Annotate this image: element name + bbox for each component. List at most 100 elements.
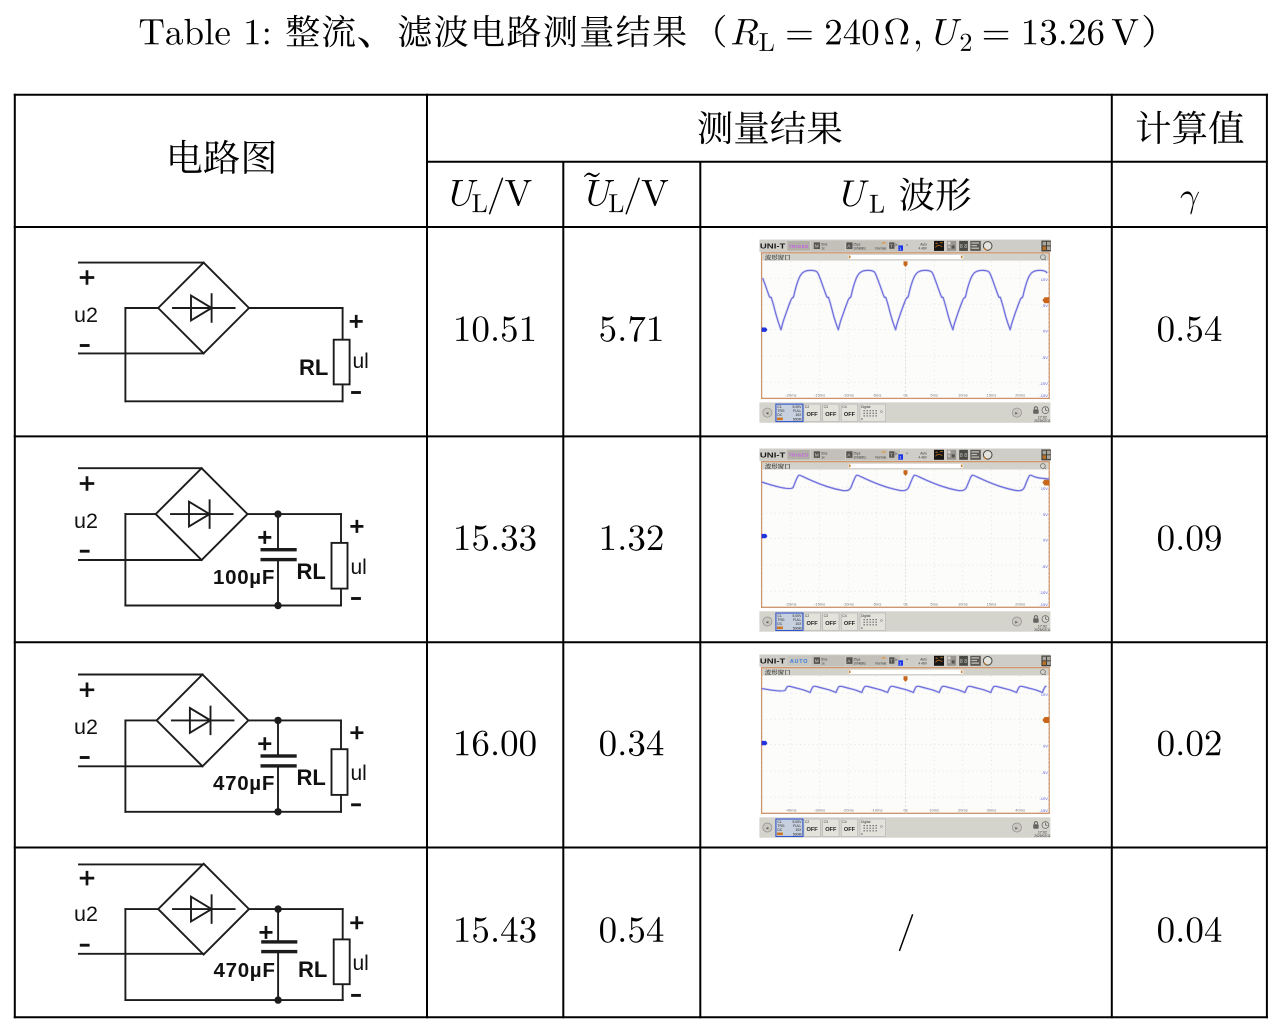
svg-text:DC: DC <box>777 828 782 832</box>
svg-text:DC: DC <box>777 413 782 417</box>
svg-text:4.48V: 4.48V <box>918 662 927 666</box>
svg-text:-40ms: -40ms <box>785 807 796 812</box>
svg-text:0V: 0V <box>1043 744 1048 749</box>
svg-text:OFF: OFF <box>825 827 837 833</box>
svg-text:-10V: -10V <box>1039 590 1048 595</box>
svg-text:1: 1 <box>899 247 901 251</box>
svg-text:1: 1 <box>899 662 901 666</box>
svg-text:100kBits: 100kBits <box>853 456 866 460</box>
svg-text:RL: RL <box>299 355 328 380</box>
svg-text:470µF: 470µF <box>214 959 276 982</box>
svg-text:TRIGED: TRIGED <box>789 244 809 249</box>
svg-text:5ms: 5ms <box>821 451 828 455</box>
svg-text:-20ms: -20ms <box>785 601 796 606</box>
svg-text:A: A <box>847 659 850 664</box>
svg-text:UNI-T: UNI-T <box>760 450 786 459</box>
svg-text:FULL: FULL <box>793 409 801 413</box>
svg-text:▸: ▸ <box>1015 826 1018 832</box>
svg-text:17:02: 17:02 <box>1038 624 1047 628</box>
svg-text:OFF: OFF <box>807 412 819 418</box>
svg-text:Digital: Digital <box>861 405 871 409</box>
svg-text:u2: u2 <box>74 509 98 533</box>
svg-text:TRG: TRG <box>777 409 785 413</box>
svg-text:u2: u2 <box>74 303 98 327</box>
svg-text:-5ms: -5ms <box>872 392 881 397</box>
svg-text:88: 88 <box>960 244 967 250</box>
svg-text:OFF: OFF <box>825 412 837 418</box>
svg-text:5V: 5V <box>1043 303 1048 308</box>
svg-text:▸: ▸ <box>1015 620 1018 626</box>
svg-text:30ms: 30ms <box>987 807 997 812</box>
svg-text:-10V: -10V <box>1039 796 1048 801</box>
svg-text:-10ms: -10ms <box>843 601 854 606</box>
svg-text:25μs: 25μs <box>853 451 861 455</box>
svg-text:Normal: Normal <box>875 455 886 459</box>
svg-text:5ms: 5ms <box>821 242 828 246</box>
svg-text:-20ms: -20ms <box>785 392 796 397</box>
svg-text:ul: ul <box>353 350 369 373</box>
svg-text:20ms: 20ms <box>1015 392 1025 397</box>
svg-text:A: A <box>847 453 850 458</box>
svg-text:DC: DC <box>777 622 782 626</box>
svg-text:T: T <box>890 453 893 458</box>
svg-text:-5V: -5V <box>1042 564 1049 569</box>
svg-text:5V: 5V <box>1043 512 1048 517</box>
svg-text:100kBits: 100kBits <box>853 247 866 251</box>
svg-text:C2: C2 <box>805 614 809 618</box>
svg-text:-30ms: -30ms <box>814 807 825 812</box>
svg-text:u2: u2 <box>74 902 98 926</box>
svg-text:17:02: 17:02 <box>1038 830 1047 834</box>
svg-text:◂: ◂ <box>766 411 769 417</box>
svg-text:◂: ◂ <box>766 620 769 626</box>
svg-text:C1: C1 <box>777 614 781 618</box>
svg-text:0V: 0V <box>1043 538 1048 543</box>
svg-text:RL: RL <box>297 765 326 790</box>
svg-text:C3: C3 <box>824 614 828 618</box>
svg-text:AUTO: AUTO <box>790 659 808 665</box>
svg-text:D: D <box>861 832 864 836</box>
svg-text:0s: 0s <box>903 601 907 606</box>
svg-text:C4: C4 <box>842 614 846 618</box>
svg-text:OFF: OFF <box>844 827 856 833</box>
svg-text:RL: RL <box>297 559 326 584</box>
svg-text:4.48V: 4.48V <box>918 247 927 251</box>
svg-text:ul: ul <box>351 762 367 785</box>
svg-text:C1: C1 <box>777 820 781 824</box>
svg-text:×: × <box>906 242 909 247</box>
svg-text:1x: 1x <box>821 662 825 666</box>
svg-text:C3: C3 <box>824 405 828 409</box>
svg-text:C3: C3 <box>824 820 828 824</box>
svg-text:Digital: Digital <box>861 614 871 618</box>
svg-text:10V: 10V <box>1041 486 1048 491</box>
svg-text:100kBits: 100kBits <box>853 662 866 666</box>
svg-text:OFF: OFF <box>807 827 819 833</box>
svg-text:5.00V: 5.00V <box>793 820 803 824</box>
svg-text:0V: 0V <box>1043 329 1048 334</box>
svg-text:5ms: 5ms <box>930 392 938 397</box>
svg-text:10X: 10X <box>795 413 802 417</box>
svg-text:-15V: -15V <box>1039 602 1048 607</box>
svg-text:A: A <box>847 244 850 249</box>
svg-text:10V: 10V <box>1041 277 1048 282</box>
svg-text:UNI-T: UNI-T <box>760 656 786 665</box>
svg-text:20ms: 20ms <box>1015 601 1025 606</box>
svg-text:C4: C4 <box>842 820 846 824</box>
svg-text:FULL: FULL <box>793 618 801 622</box>
svg-text:10V: 10V <box>1041 692 1048 697</box>
svg-text:-5ms: -5ms <box>872 601 881 606</box>
svg-text:470µF: 470µF <box>213 772 275 795</box>
svg-text:-15ms: -15ms <box>814 601 825 606</box>
svg-text:-15V: -15V <box>1039 808 1048 813</box>
svg-text:10X: 10X <box>795 622 802 626</box>
svg-text:Normal: Normal <box>875 246 886 250</box>
svg-text:OFF: OFF <box>844 412 856 418</box>
svg-text:-15ms: -15ms <box>814 392 825 397</box>
svg-text:25μs: 25μs <box>853 657 861 661</box>
svg-text:10X: 10X <box>795 828 802 832</box>
svg-text:C2: C2 <box>805 820 809 824</box>
svg-text:-5V: -5V <box>1042 355 1049 360</box>
svg-text:×: × <box>906 451 909 456</box>
svg-text:Normal: Normal <box>875 661 886 665</box>
svg-text:5ms: 5ms <box>821 657 828 661</box>
svg-text:×: × <box>906 657 909 662</box>
